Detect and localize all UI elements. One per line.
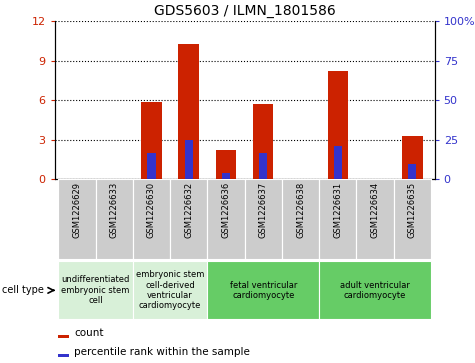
- Bar: [133, 261, 208, 319]
- Title: GDS5603 / ILMN_1801586: GDS5603 / ILMN_1801586: [154, 4, 335, 17]
- Text: GSM1226632: GSM1226632: [184, 182, 193, 238]
- Bar: [147, 152, 156, 179]
- Bar: [208, 179, 245, 260]
- Text: cell type: cell type: [2, 285, 44, 295]
- Text: GSM1226638: GSM1226638: [296, 182, 305, 238]
- Bar: [179, 44, 199, 179]
- Text: GSM1226636: GSM1226636: [221, 182, 230, 238]
- Text: GSM1226634: GSM1226634: [370, 182, 380, 238]
- Bar: [58, 261, 133, 319]
- Bar: [58, 179, 95, 260]
- Bar: [95, 179, 133, 260]
- Text: undifferentiated
embryonic stem
cell: undifferentiated embryonic stem cell: [61, 276, 130, 305]
- Bar: [319, 261, 431, 319]
- Text: GSM1226637: GSM1226637: [259, 182, 268, 238]
- Bar: [222, 173, 230, 179]
- Bar: [216, 150, 236, 179]
- Bar: [259, 152, 267, 179]
- Text: GSM1226629: GSM1226629: [73, 182, 82, 238]
- Bar: [328, 72, 348, 179]
- Bar: [58, 335, 68, 338]
- Bar: [141, 102, 162, 179]
- Bar: [170, 179, 208, 260]
- Bar: [402, 136, 423, 179]
- Bar: [408, 164, 417, 179]
- Bar: [208, 261, 319, 319]
- Bar: [394, 179, 431, 260]
- Bar: [133, 179, 170, 260]
- Bar: [282, 179, 319, 260]
- Text: GSM1226633: GSM1226633: [110, 182, 119, 238]
- Text: count: count: [74, 328, 104, 338]
- Bar: [253, 104, 274, 179]
- Text: embryonic stem
cell-derived
ventricular
cardiomyocyte: embryonic stem cell-derived ventricular …: [136, 270, 204, 310]
- Bar: [58, 354, 68, 358]
- Text: GSM1226635: GSM1226635: [408, 182, 417, 238]
- Text: percentile rank within the sample: percentile rank within the sample: [74, 347, 250, 357]
- Bar: [245, 179, 282, 260]
- Text: GSM1226631: GSM1226631: [333, 182, 342, 238]
- Text: adult ventricular
cardiomyocyte: adult ventricular cardiomyocyte: [340, 281, 410, 300]
- Bar: [185, 140, 193, 179]
- Text: fetal ventricular
cardiomyocyte: fetal ventricular cardiomyocyte: [229, 281, 297, 300]
- Text: GSM1226630: GSM1226630: [147, 182, 156, 238]
- Bar: [356, 179, 394, 260]
- Bar: [333, 146, 342, 179]
- Bar: [319, 179, 356, 260]
